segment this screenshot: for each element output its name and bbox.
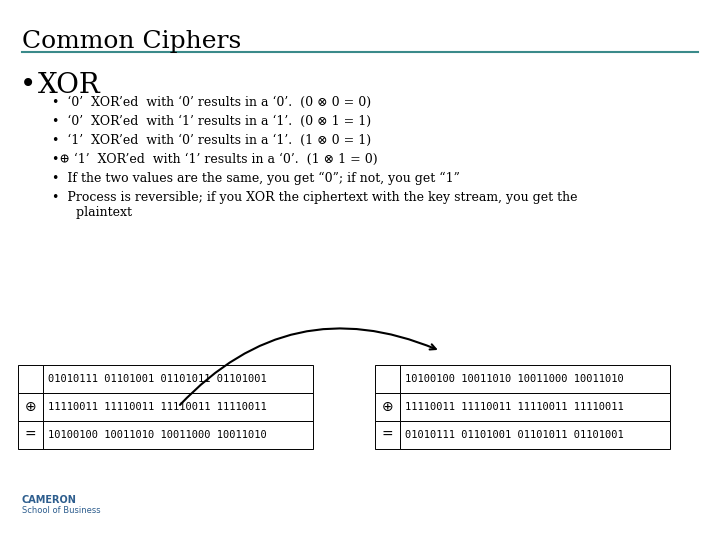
Bar: [43, 421, 313, 449]
Text: CAMERON: CAMERON: [22, 495, 77, 505]
Bar: [43, 393, 313, 421]
Bar: [18, 393, 43, 421]
Bar: [400, 365, 670, 393]
Text: •⊕ ‘1’  XOR’ed  with ‘1’ results in a ‘0’.  (1 ⊗ 1 = 0): •⊕ ‘1’ XOR’ed with ‘1’ results in a ‘0’.…: [52, 153, 377, 166]
Text: •: •: [20, 72, 36, 99]
Text: =: =: [382, 428, 393, 442]
Text: ⊕: ⊕: [382, 400, 393, 414]
Text: XOR: XOR: [38, 72, 101, 99]
Text: •  ‘1’  XOR’ed  with ‘0’ results in a ‘1’.  (1 ⊗ 0 = 1): • ‘1’ XOR’ed with ‘0’ results in a ‘1’. …: [52, 134, 371, 147]
Bar: [400, 421, 670, 449]
Text: 10100100 10011010 10011000 10011010: 10100100 10011010 10011000 10011010: [48, 430, 266, 440]
Text: 11110011 11110011 11110011 11110011: 11110011 11110011 11110011 11110011: [48, 402, 266, 412]
Text: •  ‘0’  XOR’ed  with ‘0’ results in a ‘0’.  (0 ⊗ 0 = 0): • ‘0’ XOR’ed with ‘0’ results in a ‘0’. …: [52, 96, 371, 109]
Text: ⊕: ⊕: [24, 400, 36, 414]
Bar: [375, 365, 400, 393]
Text: 01010111 01101001 01101011 01101001: 01010111 01101001 01101011 01101001: [48, 374, 266, 384]
Bar: [18, 421, 43, 449]
Text: 11110011 11110011 11110011 11110011: 11110011 11110011 11110011 11110011: [405, 402, 624, 412]
Text: •  If the two values are the same, you get “0”; if not, you get “1”: • If the two values are the same, you ge…: [52, 172, 460, 185]
Text: =: =: [24, 428, 36, 442]
Bar: [43, 365, 313, 393]
Text: 01010111 01101001 01101011 01101001: 01010111 01101001 01101011 01101001: [405, 430, 624, 440]
Text: School of Business: School of Business: [22, 506, 101, 515]
Bar: [400, 393, 670, 421]
Text: •  ‘0’  XOR’ed  with ‘1’ results in a ‘1’.  (0 ⊗ 1 = 1): • ‘0’ XOR’ed with ‘1’ results in a ‘1’. …: [52, 115, 371, 128]
Bar: [375, 421, 400, 449]
Text: 10100100 10011010 10011000 10011010: 10100100 10011010 10011000 10011010: [405, 374, 624, 384]
Text: •  Process is reversible; if you XOR the ciphertext with the key stream, you get: • Process is reversible; if you XOR the …: [52, 191, 577, 219]
Bar: [18, 365, 43, 393]
Bar: [375, 393, 400, 421]
Text: Common Ciphers: Common Ciphers: [22, 30, 241, 53]
